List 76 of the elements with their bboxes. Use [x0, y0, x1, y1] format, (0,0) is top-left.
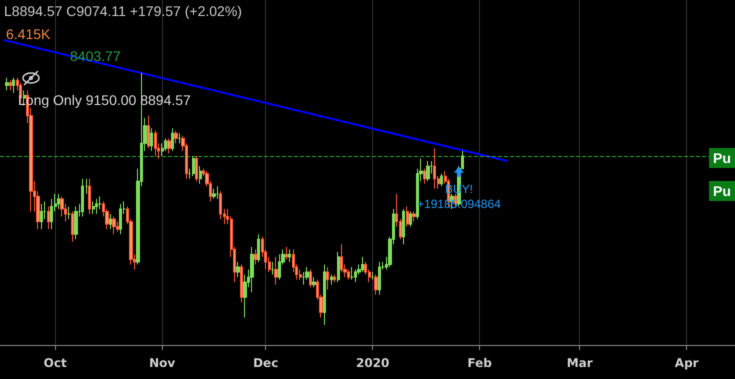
- candlestick: [199, 166, 202, 184]
- candlestick: [192, 155, 195, 177]
- candlestick: [254, 248, 257, 265]
- text: 8403.77: [70, 48, 121, 64]
- candlestick: [57, 193, 60, 210]
- candlestick: [333, 274, 336, 283]
- candlestick: [340, 244, 343, 273]
- candlestick: [285, 246, 288, 260]
- candlestick: [67, 206, 71, 220]
- candlestick: [171, 128, 174, 152]
- candlestick: [350, 266, 354, 280]
- candlestick: [274, 256, 278, 286]
- candlestick: [92, 200, 95, 215]
- candlestick: [374, 274, 378, 296]
- candlestick: [309, 269, 312, 288]
- candlestick: [112, 216, 116, 235]
- candlestick: [150, 128, 153, 152]
- x-tick-label: Feb: [467, 356, 492, 370]
- candlestick: [74, 206, 78, 240]
- candlestick: [5, 77, 9, 91]
- candlestick: [50, 198, 53, 230]
- candlestick: [154, 130, 157, 156]
- candlestick: [257, 234, 260, 262]
- x-tick-label: Mar: [566, 356, 593, 370]
- candlestick: [161, 142, 164, 156]
- candlestick: [236, 261, 240, 278]
- candlestick: [212, 188, 216, 200]
- candlestick: [288, 248, 291, 262]
- candlestick: [47, 206, 50, 230]
- candlestick: [178, 132, 181, 144]
- candlestick: [406, 206, 409, 228]
- candlestick: [402, 208, 405, 245]
- candlestick: [330, 274, 333, 286]
- candlestick: [174, 130, 178, 144]
- candlestick: [378, 261, 381, 296]
- candlestick: [219, 190, 222, 220]
- candlestick: [240, 264, 243, 303]
- text: L8894.57 C9074.11 +179.57 (+2.02%): [4, 3, 242, 19]
- candlestick: [60, 196, 64, 218]
- candlestick: [412, 210, 416, 222]
- candlestick: [109, 214, 112, 230]
- candlestick: [195, 155, 198, 182]
- text: 6.415K: [6, 26, 52, 42]
- candlestick: [323, 264, 326, 326]
- x-tick-label: Nov: [149, 356, 176, 370]
- x-tick-label: 2020: [356, 356, 390, 370]
- candlestick: [9, 80, 12, 91]
- candlestick: [409, 210, 412, 228]
- candlestick: [426, 160, 430, 182]
- candlestick: [88, 178, 91, 215]
- candlestick: [337, 251, 340, 283]
- candlestick: [216, 186, 219, 200]
- candlestick: [271, 261, 274, 276]
- candlestick: [167, 138, 171, 154]
- candlestick: [440, 173, 443, 187]
- candlestick: [278, 254, 281, 280]
- candlestick: [305, 266, 309, 280]
- candlestick: [423, 168, 426, 184]
- annotation: Pu: [713, 183, 731, 199]
- candlestick: [250, 246, 254, 293]
- candlestick: [95, 198, 98, 215]
- candlestick: [371, 272, 374, 280]
- candlestick: [326, 266, 329, 290]
- candlestick: [40, 203, 43, 230]
- candlestick: [12, 77, 15, 94]
- x-tick-label: Oct: [44, 356, 67, 370]
- candlestick: [433, 148, 436, 190]
- candlestick: [147, 115, 150, 149]
- candlestick: [81, 178, 84, 218]
- candlestick: [119, 203, 122, 235]
- x-tick-label: Apr: [674, 356, 699, 370]
- x-tick-label: Dec: [253, 356, 278, 370]
- annotation: Pu: [713, 150, 731, 166]
- candlestick: [361, 256, 364, 273]
- candlestick: [312, 276, 316, 288]
- candlestick: [71, 210, 74, 242]
